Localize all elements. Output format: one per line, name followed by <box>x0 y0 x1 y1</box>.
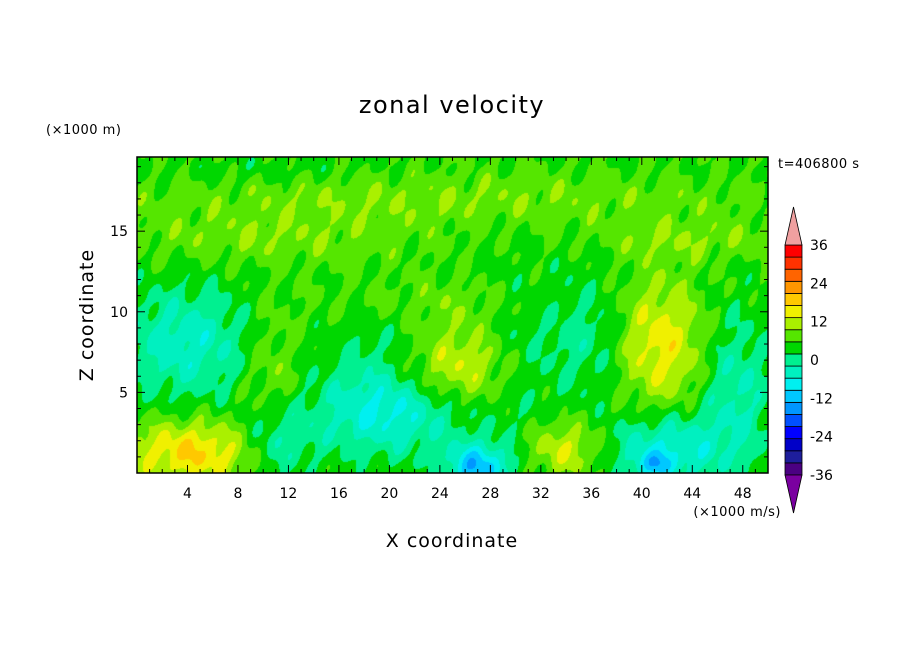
colorbar-label: 12 <box>810 315 828 331</box>
x-axis-label: X coordinate <box>386 530 518 552</box>
colorbar-box <box>784 377 803 391</box>
y-tick-label: 5 <box>119 385 128 401</box>
x-units-label: (×1000 m/s) <box>693 505 781 520</box>
colorbar-box <box>784 353 803 367</box>
x-tick-label: 16 <box>330 486 348 502</box>
colorbar-box <box>784 389 803 403</box>
x-tick-label: 12 <box>280 486 298 502</box>
y-tick-label: 10 <box>110 305 128 321</box>
colorbar-max-triangle <box>784 206 803 246</box>
x-tick-label: 36 <box>582 486 600 502</box>
colorbar-box <box>784 256 803 270</box>
colorbar-box <box>784 280 803 294</box>
x-tick-label: 4 <box>183 486 192 502</box>
x-tick-label: 8 <box>233 486 242 502</box>
colorbar-min-triangle <box>784 474 803 514</box>
colorbar-label: 24 <box>810 276 828 292</box>
y-units-label: (×1000 m) <box>46 123 121 138</box>
colorbar-box <box>784 268 803 282</box>
y-axis-label: Z coordinate <box>76 249 98 381</box>
colorbar-box <box>784 450 803 464</box>
x-tick-label: 20 <box>380 486 398 502</box>
chart-title: zonal velocity <box>359 91 545 119</box>
x-tick-label: 48 <box>734 486 752 502</box>
colorbar-label: 0 <box>810 353 819 369</box>
colorbar-box <box>784 341 803 355</box>
x-tick-label: 24 <box>431 486 449 502</box>
colorbar-box <box>784 317 803 331</box>
colorbar-box <box>784 365 803 379</box>
contour-field <box>137 157 768 473</box>
colorbar-box <box>784 329 803 343</box>
colorbar-box <box>784 438 803 452</box>
x-tick-label: 44 <box>683 486 701 502</box>
time-label: t=406800 s <box>778 157 860 172</box>
colorbar-label: -12 <box>810 391 833 407</box>
x-tick-label: 32 <box>532 486 550 502</box>
x-tick-label: 28 <box>481 486 499 502</box>
colorbar: 36 24 12 0 -12 -24 -36 <box>784 206 833 514</box>
colorbar-box <box>784 401 803 415</box>
colorbar-box <box>784 462 803 476</box>
colorbar-box <box>784 426 803 440</box>
colorbar-label: -24 <box>810 430 833 446</box>
colorbar-label: -36 <box>810 468 833 484</box>
colorbar-box <box>784 414 803 427</box>
colorbar-box <box>784 244 803 258</box>
x-tick-label: 40 <box>633 486 651 502</box>
y-tick-label: 15 <box>110 224 128 240</box>
colorbar-box <box>784 293 803 306</box>
colorbar-label: 36 <box>810 238 828 254</box>
colorbar-box <box>784 305 803 319</box>
